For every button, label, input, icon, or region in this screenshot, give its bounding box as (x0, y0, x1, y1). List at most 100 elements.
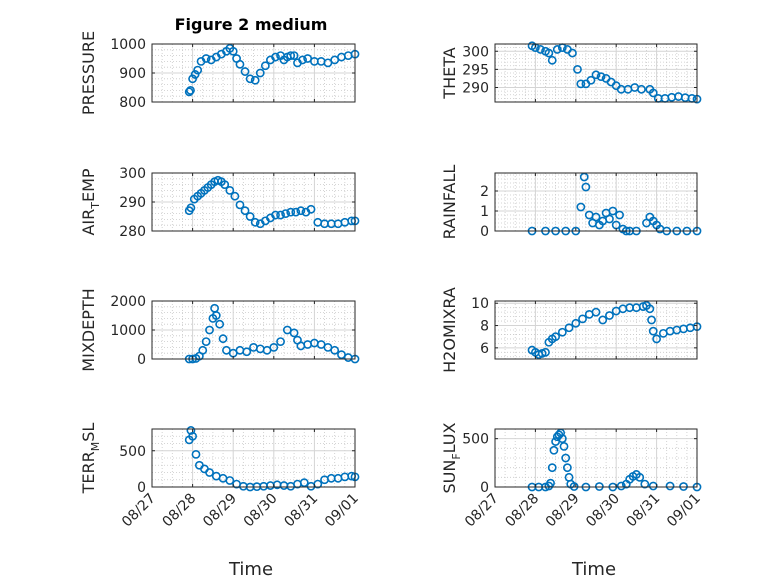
data-point (544, 48, 554, 58)
y-axis-label: AIRTEMP (79, 168, 102, 235)
data-point (306, 204, 316, 214)
data-point (235, 200, 245, 210)
data-point (250, 217, 260, 227)
y-axis-label: SUNFLUX (440, 422, 463, 493)
data-point (547, 463, 557, 473)
data-point (549, 445, 559, 455)
data-point (191, 449, 201, 459)
data-point (598, 315, 608, 325)
subplot-mixdepth: 0 1000 2000 MIXDEPTH (79, 288, 360, 372)
x-tick-label: 08/31 (624, 491, 664, 531)
subplot-h2omixra: 6 8 10 H2OMIXRA (440, 287, 702, 373)
data-point (536, 45, 545, 54)
x-tick-label: 08/30 (241, 491, 281, 531)
data-point (220, 180, 230, 189)
subplot-pressure: 800 900 1000 PRESSURE (79, 31, 360, 115)
data-point (186, 426, 196, 435)
y-tick-label: 290 (462, 81, 489, 97)
data-point (647, 315, 656, 325)
data-series (184, 175, 360, 229)
data-point (605, 214, 614, 224)
data-point (586, 75, 596, 85)
data-point (562, 463, 572, 473)
data-point (286, 207, 296, 217)
data-point (652, 334, 661, 344)
data-point (186, 86, 195, 95)
y-tick-label: 0 (480, 224, 489, 240)
data-point (573, 64, 582, 74)
y-axis-label: MIXDEPTH (79, 288, 98, 371)
data-point (571, 318, 581, 328)
data-point (591, 70, 601, 80)
y-tick-label: 1000 (110, 37, 146, 53)
y-label-part: LUX (440, 422, 459, 453)
x-tick-label: 08/29 (200, 491, 240, 531)
data-point (271, 52, 280, 62)
subplot-sun-flux: 0 500 08/27 08/28 08/29 08/30 08/31 09/01 SUNFLU… (440, 422, 704, 530)
data-point (218, 334, 228, 344)
x-tick-label: 08/27 (119, 491, 159, 531)
x-tick-label: 09/01 (664, 491, 704, 531)
y-axis-label: TERRMSL (79, 423, 102, 495)
axes-box (494, 43, 698, 103)
data-point (188, 431, 197, 441)
data-point (561, 453, 571, 463)
y-tick-label: 10 (471, 296, 489, 312)
y-label-part: AIR (79, 209, 98, 236)
data-point (645, 304, 655, 314)
data-point (205, 325, 214, 335)
axes-box (494, 172, 698, 232)
data-point (260, 61, 270, 71)
data-point (242, 347, 252, 357)
data-point (205, 468, 214, 477)
y-tick-label: 500 (119, 444, 146, 460)
data-point (605, 311, 614, 320)
y-tick-label: 0 (480, 480, 489, 496)
data-point (271, 210, 280, 220)
y-axis-label: RAINFALL (440, 165, 459, 240)
data-point (225, 476, 235, 485)
data-point (245, 212, 255, 221)
data-series (527, 301, 702, 359)
data-point (551, 332, 560, 342)
x-tick-label: 08/28 (502, 491, 542, 531)
y-tick-label: 2 (480, 184, 489, 200)
data-point (240, 67, 250, 76)
y-axis-label: PRESSURE (79, 31, 98, 115)
data-point (576, 79, 586, 89)
y-label-subscript: F (450, 453, 463, 459)
data-point (291, 207, 301, 217)
data-point (568, 48, 577, 58)
y-label-part: TERR (79, 451, 98, 494)
x-axis-title-left: Time (228, 559, 273, 580)
data-point (541, 347, 550, 357)
data-point (615, 210, 624, 220)
data-point (557, 434, 567, 444)
data-point (276, 210, 285, 220)
data-point (298, 55, 307, 65)
x-tick-label: 09/01 (322, 491, 362, 531)
x-axis-title-right: Time (571, 559, 616, 580)
data-point (616, 481, 626, 491)
y-tick-label: 1000 (110, 323, 146, 339)
y-tick-label: 1 (480, 204, 489, 220)
data-point (637, 84, 646, 94)
y-tick-label: 6 (480, 341, 489, 357)
y-label-subscript: T (89, 202, 102, 210)
y-tick-label: 8 (480, 319, 489, 335)
x-tick-label: 08/27 (462, 491, 502, 531)
y-tick-label: 280 (119, 224, 146, 240)
data-point (557, 327, 567, 337)
y-tick-label: 290 (119, 195, 146, 211)
y-tick-label: 500 (462, 432, 489, 448)
y-label-part: EMP (79, 168, 98, 202)
y-tick-label: 800 (119, 95, 146, 111)
data-point (286, 51, 296, 60)
data-point (330, 345, 340, 355)
data-point (193, 65, 203, 75)
figure-title: Figure 2 medium (175, 15, 328, 34)
data-point (289, 328, 299, 338)
y-tick-label: 295 (462, 62, 489, 78)
x-tick-label: 08/28 (160, 491, 200, 531)
